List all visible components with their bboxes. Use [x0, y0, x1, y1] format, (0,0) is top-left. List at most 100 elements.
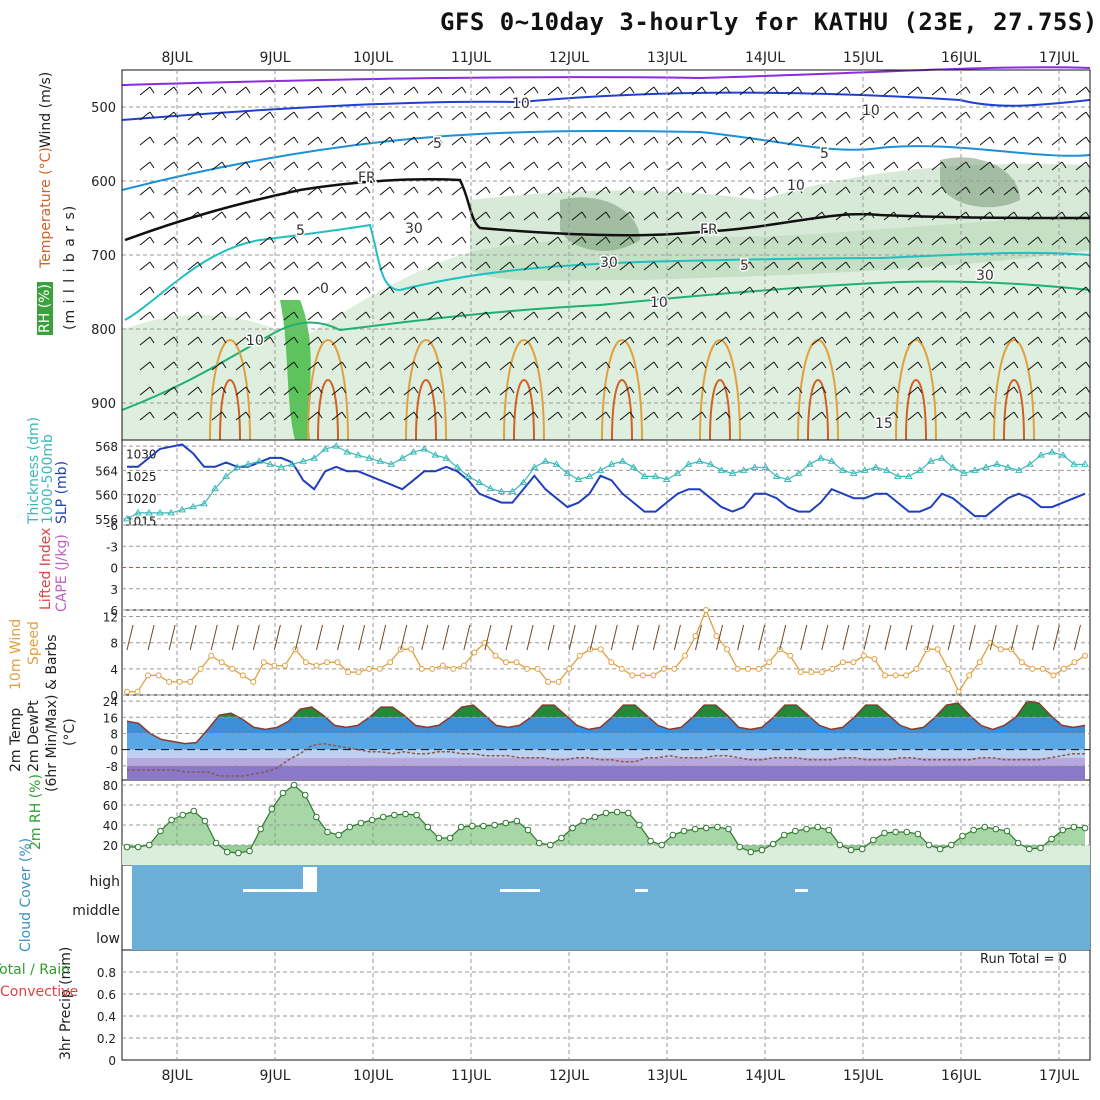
- wind-barb-flag: [893, 186, 899, 194]
- wind-barb-flag: [941, 261, 947, 269]
- wind-barb-flag: [965, 186, 971, 194]
- wind-barb-flag: [1061, 236, 1067, 244]
- wind-barb-flag: [893, 236, 899, 244]
- wind-barb-flag: [653, 361, 659, 369]
- wind-barb: [379, 236, 391, 246]
- rh-point: [134, 843, 142, 851]
- wind-barb-flag: [845, 136, 851, 144]
- wind-barb-flag: [653, 386, 659, 394]
- rh-point: [379, 813, 387, 821]
- wind-barb: [979, 236, 991, 246]
- wind-barb: [931, 186, 943, 196]
- wind-barb: [307, 361, 319, 371]
- rh-point: [435, 834, 443, 842]
- wind-barb-flag: [917, 211, 923, 219]
- wind-barb-flag: [749, 261, 755, 269]
- wind-barb-flag: [365, 361, 371, 369]
- wind-barb-flag: [437, 236, 443, 244]
- wind-barb-flag: [533, 161, 539, 169]
- contour-label: 10: [246, 333, 264, 349]
- wind-barb-flag: [149, 211, 155, 219]
- rh-point: [235, 849, 242, 857]
- wind-speed-point: [629, 672, 636, 679]
- contour-label: 30: [976, 268, 994, 284]
- wind-barb-flag: [965, 136, 971, 144]
- wind-barb: [427, 361, 439, 371]
- wind-barb: [283, 236, 295, 246]
- wind-barb: [739, 286, 751, 296]
- thickness-point: [1026, 460, 1034, 467]
- wind-barb: [499, 311, 511, 321]
- thickness-point: [684, 460, 693, 467]
- wind-barb: [451, 236, 463, 246]
- wind-speed-point: [376, 665, 383, 672]
- wind-barb-flag: [557, 336, 563, 344]
- wind-barb-flag: [581, 411, 587, 419]
- wind-barb-10m: [631, 624, 639, 651]
- wind-barb-flag: [557, 311, 563, 319]
- rh-point: [580, 817, 588, 825]
- wind-barb-flag: [485, 236, 491, 244]
- thickness-point: [442, 454, 451, 461]
- wind-speed-point: [745, 665, 752, 672]
- thickness-point: [145, 508, 153, 516]
- wind-speed-point: [302, 659, 309, 666]
- wind-barb-flag: [245, 361, 251, 369]
- rh-point: [368, 816, 376, 824]
- wind-barb: [1075, 111, 1087, 121]
- wind-barb: [379, 211, 391, 221]
- wind-barb: [883, 86, 895, 96]
- wind-speed-point: [460, 662, 467, 669]
- wind-barb: [787, 86, 799, 96]
- wind-barb-flag: [413, 336, 419, 344]
- wind-barb-flag: [581, 86, 587, 94]
- wind-barb: [1003, 361, 1015, 371]
- wind-barb: [307, 161, 319, 171]
- wind-barb-flag: [197, 136, 203, 144]
- wind-barb: [211, 361, 223, 371]
- rh-point: [1081, 824, 1089, 832]
- wind-barb-flag: [605, 311, 611, 319]
- wind-barb-flag: [365, 211, 371, 219]
- rh-point: [223, 848, 231, 856]
- wind-speed-point: [513, 659, 520, 666]
- wind-barb-flag: [557, 386, 563, 394]
- wind-barb: [307, 86, 319, 96]
- wind-barb-flag: [149, 361, 155, 369]
- contour-temp-15: [699, 338, 741, 441]
- thickness-point: [640, 472, 649, 479]
- rh-point: [680, 827, 688, 835]
- wind-barb: [355, 211, 367, 221]
- rh-point: [936, 845, 944, 853]
- contour-freezing: [124, 178, 1091, 242]
- wind-barb-flag: [629, 336, 635, 344]
- rh-point: [491, 821, 498, 829]
- wind-barb: [835, 311, 847, 321]
- wind-barb-flag: [893, 336, 899, 344]
- wind-barb: [763, 86, 775, 96]
- rh-shading-core-1: [560, 197, 640, 251]
- wind-barb-10m: [716, 624, 724, 651]
- wind-barb-flag: [317, 336, 323, 344]
- wind-barb-flag: [629, 286, 635, 294]
- wind-barb: [643, 261, 655, 271]
- wind-barb: [835, 111, 847, 121]
- wind-barb-flag: [197, 236, 203, 244]
- wind-barb-flag: [1085, 136, 1091, 144]
- ytick-wind: 12: [103, 611, 118, 625]
- rh-point: [212, 839, 220, 847]
- wind-barb: [523, 286, 535, 296]
- thickness-point: [1070, 460, 1078, 467]
- wind-barb-flag: [221, 311, 227, 319]
- thickness-point: [750, 463, 759, 470]
- wind-barb: [907, 386, 919, 396]
- wind-speed-point: [639, 672, 646, 679]
- ylabel-cape: CAPE (J/kg): [54, 534, 70, 612]
- wind-barb-flag: [605, 336, 611, 344]
- wind-speed-point: [418, 665, 425, 672]
- wind-barb-flag: [533, 236, 539, 244]
- wind-barb-flag: [533, 86, 539, 94]
- wind-speed-point: [250, 678, 257, 685]
- wind-barb: [811, 286, 823, 296]
- wind-barb: [571, 111, 583, 121]
